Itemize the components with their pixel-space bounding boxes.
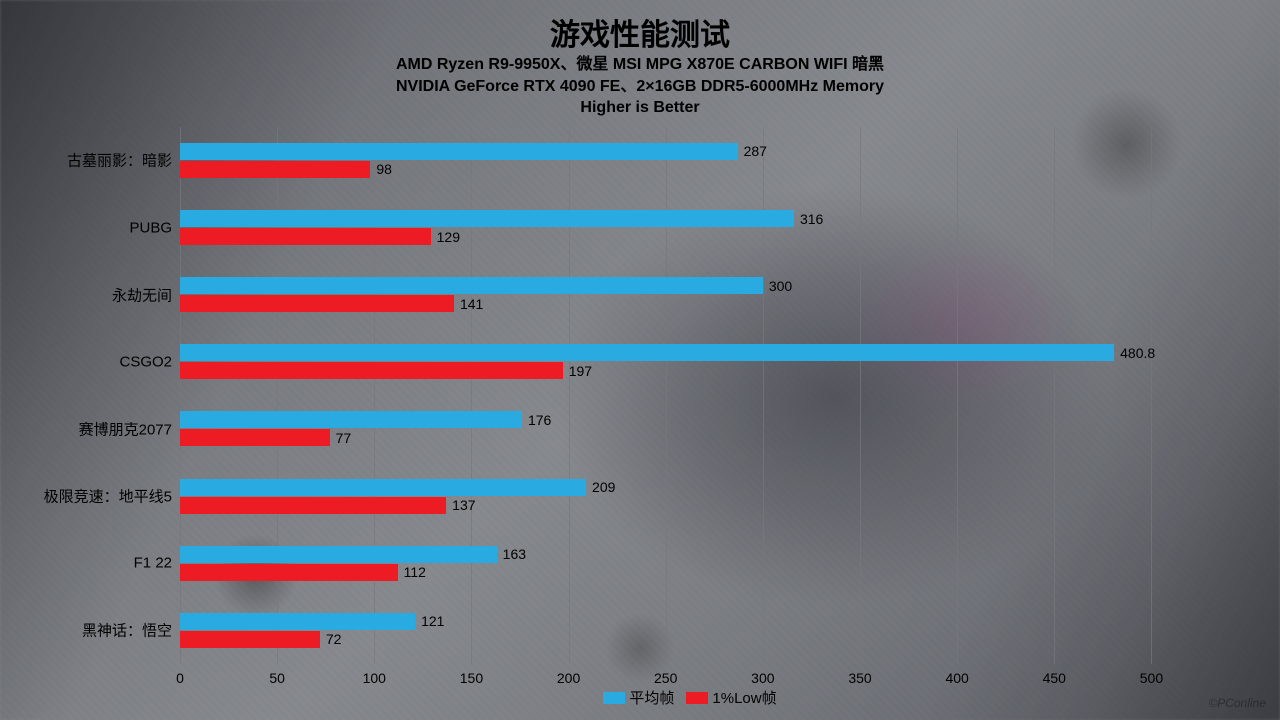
bar-value-label: 176	[528, 412, 551, 428]
x-axis-tick: 100	[363, 670, 386, 686]
category-label: 极限竞速：地平线5	[44, 486, 172, 507]
x-axis-tick: 400	[945, 670, 968, 686]
plot-area: 050100150200250300350400450500古墓丽影：暗影287…	[30, 127, 1250, 710]
bar-low-fps: 141	[180, 295, 454, 312]
category-label: F1 22	[134, 555, 172, 572]
chart-subtitle: AMD Ryzen R9-9950X、微星 MSI MPG X870E CARB…	[30, 54, 1250, 119]
legend-swatch	[603, 692, 625, 704]
legend-item: 平均帧	[603, 687, 674, 708]
bar-low-fps: 77	[180, 429, 330, 446]
x-axis-tick: 0	[176, 670, 184, 686]
chart-container: 游戏性能测试 AMD Ryzen R9-9950X、微星 MSI MPG X87…	[0, 0, 1280, 720]
legend: 平均帧 1%Low帧	[180, 687, 1200, 708]
bar-value-label: 137	[452, 497, 475, 513]
watermark: ©PConline	[1208, 696, 1266, 710]
bar-low-fps: 197	[180, 362, 563, 379]
category-label: CSGO2	[119, 353, 172, 370]
bar-value-label: 112	[404, 564, 426, 580]
x-axis-tick: 200	[557, 670, 580, 686]
bar-value-label: 316	[800, 211, 823, 227]
bar-avg-fps: 316	[180, 210, 794, 227]
bar-value-label: 98	[376, 161, 392, 177]
subtitle-line-1: AMD Ryzen R9-9950X、微星 MSI MPG X870E CARB…	[30, 54, 1250, 76]
bar-low-fps: 112	[180, 564, 398, 581]
x-axis-tick: 150	[460, 670, 483, 686]
bar-avg-fps: 121	[180, 613, 415, 630]
bar-value-label: 197	[569, 363, 592, 379]
bar-value-label: 300	[769, 278, 792, 294]
bar-avg-fps: 287	[180, 143, 738, 160]
legend-swatch	[686, 692, 708, 704]
chart-row: PUBG316129	[180, 207, 1200, 249]
category-label: PUBG	[129, 219, 172, 236]
bar-value-label: 77	[336, 430, 352, 446]
chart-row: 永劫无间300141	[180, 274, 1200, 316]
bar-value-label: 163	[503, 546, 526, 562]
subtitle-line-2: NVIDIA GeForce RTX 4090 FE、2×16GB DDR5-6…	[30, 76, 1250, 98]
chart-row: 黑神话：悟空12172	[180, 610, 1200, 652]
category-label: 赛博朋克2077	[79, 418, 172, 439]
subtitle-line-3: Higher is Better	[30, 97, 1250, 119]
chart-row: CSGO2480.8197	[180, 341, 1200, 383]
chart-row: 赛博朋克207717677	[180, 408, 1200, 450]
bar-value-label: 72	[326, 631, 342, 647]
bar-value-label: 480.8	[1120, 345, 1155, 361]
x-axis-tick: 250	[654, 670, 677, 686]
bar-avg-fps: 480.8	[180, 344, 1114, 361]
x-axis-tick: 450	[1043, 670, 1066, 686]
chart-title: 游戏性能测试	[30, 10, 1250, 54]
bar-avg-fps: 209	[180, 479, 586, 496]
bar-low-fps: 72	[180, 631, 320, 648]
x-axis-tick: 300	[751, 670, 774, 686]
chart-row: 古墓丽影：暗影28798	[180, 140, 1200, 182]
legend-item: 1%Low帧	[686, 687, 776, 708]
category-label: 黑神话：悟空	[82, 620, 172, 641]
bar-low-fps: 129	[180, 228, 431, 245]
x-axis-tick: 50	[269, 670, 285, 686]
bar-value-label: 287	[744, 143, 767, 159]
bar-low-fps: 98	[180, 161, 370, 178]
x-axis-tick: 500	[1140, 670, 1163, 686]
bar-low-fps: 137	[180, 497, 446, 514]
legend-label: 1%Low帧	[712, 687, 776, 708]
bar-avg-fps: 163	[180, 546, 497, 563]
bar-avg-fps: 176	[180, 411, 522, 428]
bar-value-label: 209	[592, 479, 615, 495]
category-label: 永劫无间	[112, 284, 172, 305]
bar-value-label: 129	[437, 229, 460, 245]
category-label: 古墓丽影：暗影	[67, 150, 172, 171]
plot-inner: 050100150200250300350400450500古墓丽影：暗影287…	[180, 127, 1200, 664]
bar-value-label: 141	[460, 296, 483, 312]
legend-label: 平均帧	[629, 687, 674, 708]
x-axis-tick: 350	[848, 670, 871, 686]
chart-row: 极限竞速：地平线5209137	[180, 475, 1200, 517]
bar-value-label: 121	[421, 613, 444, 629]
chart-row: F1 22163112	[180, 542, 1200, 584]
bar-avg-fps: 300	[180, 277, 763, 294]
